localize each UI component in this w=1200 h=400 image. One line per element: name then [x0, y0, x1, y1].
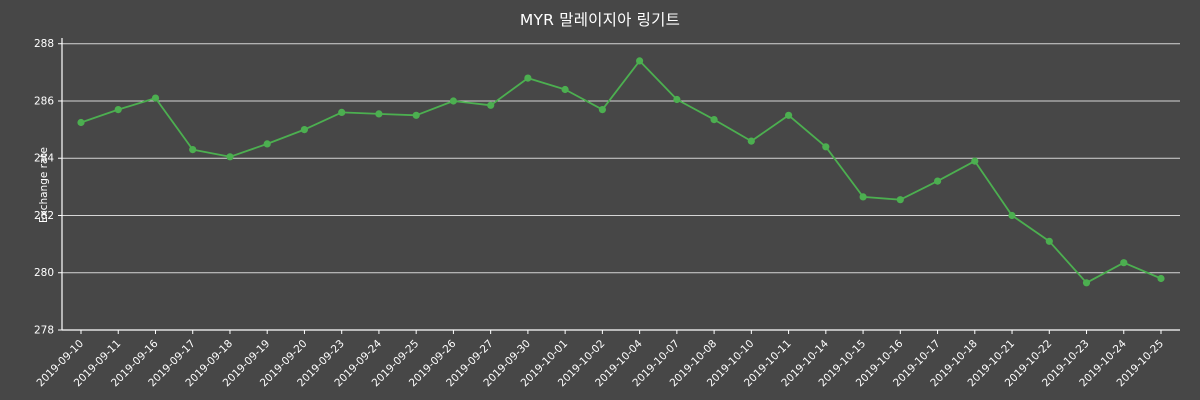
data-point	[636, 57, 644, 65]
data-point	[524, 74, 532, 82]
data-point	[412, 111, 420, 119]
data-point	[1008, 211, 1016, 220]
data-point	[189, 146, 197, 154]
data-point	[785, 111, 793, 119]
data-point	[747, 137, 755, 145]
y-tick-label: 278	[34, 325, 54, 337]
data-point	[1120, 259, 1128, 267]
x-axis-tick-labels: 2019-09-102019-09-112019-09-162019-09-17…	[34, 330, 1166, 389]
data-point	[1045, 237, 1053, 245]
data-point	[673, 95, 681, 104]
y-tick-label: 282	[34, 210, 54, 222]
y-tick-label: 280	[34, 267, 54, 279]
data-point	[859, 193, 867, 201]
data-point	[971, 157, 979, 165]
y-tick-label: 284	[34, 153, 54, 165]
data-point	[338, 108, 346, 116]
data-point	[114, 106, 122, 114]
data-point	[598, 106, 607, 114]
data-point	[300, 126, 308, 134]
data-point-markers	[77, 57, 1165, 287]
y-axis-tick-labels: 278 280 282 284 286 288	[34, 38, 62, 337]
data-point	[375, 110, 383, 118]
data-point	[822, 143, 830, 151]
data-point	[561, 85, 569, 94]
data-point	[896, 196, 904, 204]
data-point	[77, 118, 85, 127]
data-point	[934, 177, 942, 185]
axes-spines	[61, 38, 1180, 331]
data-point	[710, 116, 718, 124]
chart-title: MYR 말레이지아 링기트	[519, 11, 681, 29]
data-point	[449, 97, 457, 105]
data-point	[263, 140, 271, 148]
data-point	[1082, 279, 1091, 287]
y-tick-label: 288	[34, 38, 54, 50]
exchange-rate-line	[80, 60, 1162, 284]
data-point	[1157, 274, 1165, 283]
data-point	[226, 153, 234, 161]
data-point	[151, 94, 160, 102]
data-point	[487, 101, 495, 109]
y-tick-label: 286	[34, 95, 54, 107]
